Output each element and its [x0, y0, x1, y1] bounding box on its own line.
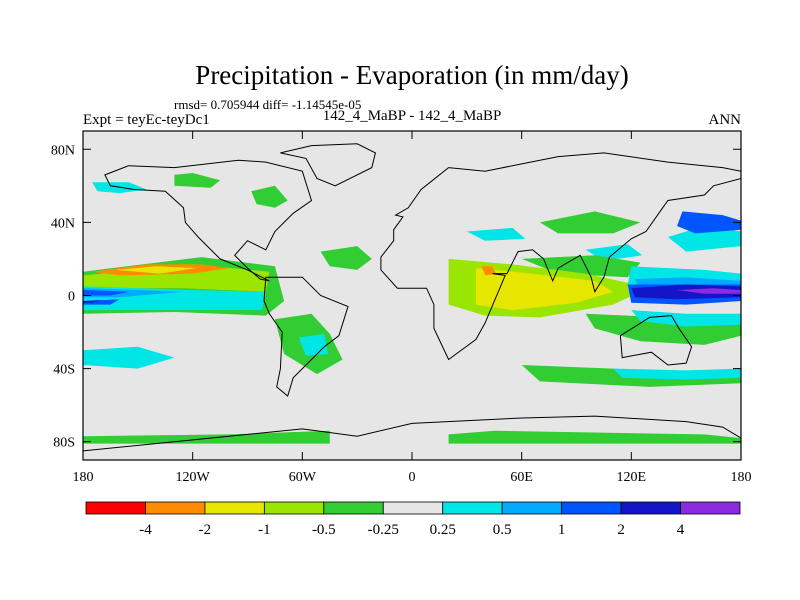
continent-outline-antarctica — [83, 415, 741, 460]
continent-outline-eurasia-africa — [380, 152, 741, 361]
colorbar-swatch — [382, 501, 444, 515]
continent-outlines — [83, 143, 741, 460]
colorbar: -4 -2 -1 -0.5 -0.25 0.25 0.5 1 2 4 — [85, 501, 741, 538]
y-tick-label: 80N — [51, 143, 75, 158]
colorbar-swatch — [442, 501, 503, 515]
x-tick-label: 60W — [289, 470, 317, 485]
continent-outline-south-america — [263, 276, 349, 397]
stats-text: rmsd= 0.705944 diff= -1.14545e-05 — [174, 97, 361, 112]
colorbar-label: 0.5 — [493, 522, 512, 538]
y-tick-label: 40S — [53, 363, 75, 378]
field-region-26 — [677, 211, 741, 234]
period-label: 142_4_MaBP - 142_4_MaBP — [323, 108, 502, 124]
experiment-label: Expt = teyEc-teyDc1 — [83, 112, 210, 128]
colorbar-swatch — [204, 501, 265, 515]
colorbar-swatch — [501, 501, 563, 515]
colorbar-label: 4 — [677, 522, 685, 538]
x-tick-label: 120W — [176, 470, 211, 485]
field-region-19 — [539, 211, 641, 234]
colorbar-swatch — [620, 501, 681, 515]
field-region-13 — [320, 246, 372, 270]
field-region-18 — [466, 227, 526, 241]
field-region-21 — [521, 255, 641, 278]
field-region-9 — [83, 300, 102, 303]
colorbar-label: 0.25 — [430, 522, 456, 538]
field-region-17 — [83, 430, 330, 444]
colorbar-label: 2 — [617, 522, 625, 538]
field-region-25 — [667, 226, 741, 252]
field-region-30 — [631, 284, 741, 300]
colorbar-label: -1 — [258, 522, 271, 538]
pe-field — [83, 131, 741, 460]
colorbar-label: 1 — [558, 522, 566, 538]
y-tick-label: 40N — [51, 216, 75, 231]
field-region-35 — [613, 368, 741, 380]
y-tick-label: 0 — [68, 290, 75, 305]
field-region-23 — [476, 268, 614, 311]
x-tick-label: 0 — [409, 470, 416, 485]
colorbar-label: -2 — [199, 522, 212, 538]
continent-outline-australia — [619, 315, 693, 366]
field-region-11 — [174, 173, 221, 188]
colorbar-swatch — [680, 501, 741, 515]
colorbar-label: -0.25 — [368, 522, 399, 538]
x-tick-label: 120E — [617, 470, 647, 485]
axis-ticks: 180 120W 60W 0 60E 120E 180 80N 40N 0 40S 80S — [51, 131, 752, 485]
continent-outline-greenland — [280, 143, 376, 187]
x-tick-label: 60E — [510, 470, 533, 485]
continent-outline-north-america — [104, 159, 313, 282]
field-region-7 — [83, 290, 129, 296]
colorbar-swatch — [85, 501, 146, 515]
field-region-12 — [251, 185, 288, 208]
x-tick-label: 180 — [73, 470, 94, 485]
colorbar-swatch — [561, 501, 622, 515]
colorbar-swatch — [323, 501, 384, 515]
chart-title: Precipitation - Evaporation (in mm/day) — [195, 60, 628, 90]
field-region-33 — [631, 310, 741, 327]
colorbar-swatch — [263, 501, 325, 515]
field-region-15 — [83, 346, 175, 369]
colorbar-swatch — [145, 501, 206, 515]
colorbar-label: -0.5 — [312, 522, 336, 538]
field-region-36 — [448, 430, 741, 444]
colorbar-label: -4 — [139, 522, 152, 538]
y-tick-label: 80S — [53, 436, 75, 451]
x-tick-label: 180 — [731, 470, 752, 485]
field-region-31 — [677, 288, 741, 294]
field-region-4 — [115, 266, 197, 274]
season-label: ANN — [709, 112, 742, 128]
